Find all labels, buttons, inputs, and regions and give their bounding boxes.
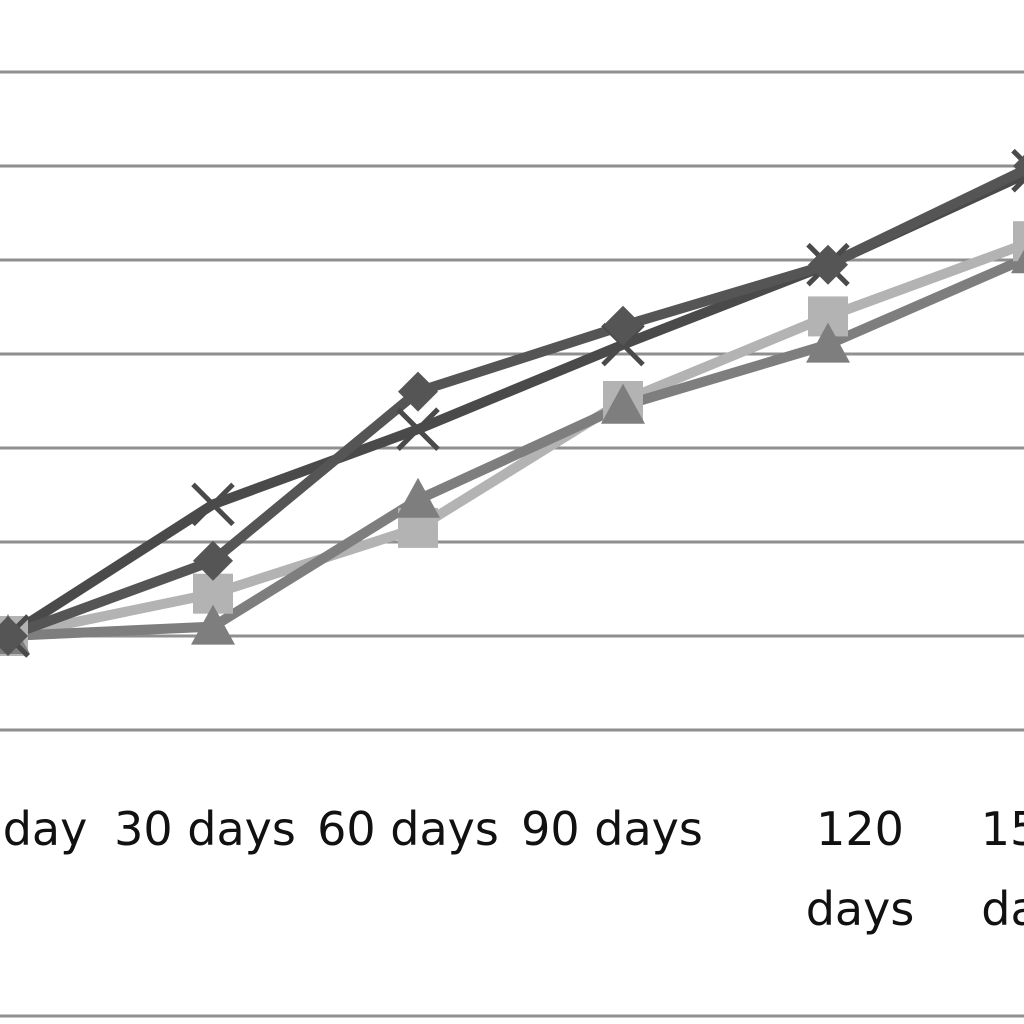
triangle-marker <box>191 604 235 645</box>
x-marker <box>396 407 440 451</box>
x-tick-label: 120 <box>816 802 904 856</box>
series-markers <box>0 148 1024 658</box>
x-tick-label: day <box>3 802 88 856</box>
diamond-marker <box>0 616 28 656</box>
x-tick-label: 90 days <box>521 802 703 856</box>
x-tick-label: da <box>981 882 1024 936</box>
diamond-marker <box>398 371 438 412</box>
x-marker-stroke <box>1011 176 1024 193</box>
x-marker <box>191 482 235 527</box>
gridlines <box>0 70 1024 1018</box>
square-marker <box>1013 221 1024 262</box>
series-lines <box>3 164 1024 641</box>
series-line <box>3 239 1024 641</box>
x-marker-stroke <box>191 482 235 527</box>
x-tick-label: 60 days <box>317 802 499 856</box>
diamond-marker <box>193 540 233 581</box>
x-marker-stroke <box>1011 148 1024 166</box>
x-tick-label: days <box>806 882 915 936</box>
x-tick-label: 30 days <box>114 802 296 856</box>
triangle-marker <box>396 477 440 518</box>
diamond-marker <box>603 305 643 346</box>
triangle-marker <box>806 322 850 363</box>
diamond-marker <box>808 244 848 285</box>
x-marker-stroke <box>396 407 440 451</box>
diamond-marker <box>1013 155 1024 177</box>
series-line <box>3 253 1024 641</box>
triangle-marker <box>601 383 645 424</box>
x-marker <box>1011 148 1024 193</box>
x-tick-label: 15 <box>981 802 1024 856</box>
triangle-marker <box>1011 249 1024 274</box>
series-line <box>3 164 1024 641</box>
x-tick-labels: day 30 days 60 days 90 days 120 days 15 da <box>3 802 1024 936</box>
